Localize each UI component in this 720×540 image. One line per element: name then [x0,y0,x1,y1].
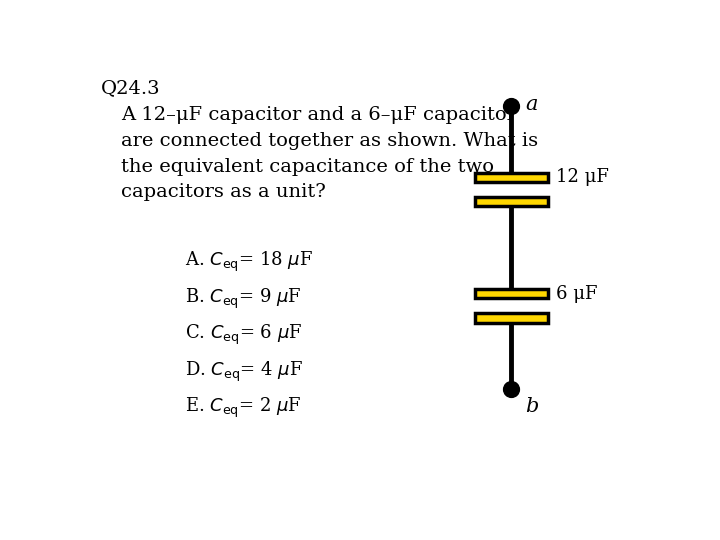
Bar [475,313,547,322]
Text: D. $C_{\rm eq}$= 4 $\mu$F: D. $C_{\rm eq}$= 4 $\mu$F [185,360,302,384]
Text: 6 μF: 6 μF [556,285,598,303]
Bar [475,173,547,182]
Text: Q24.3: Q24.3 [101,79,161,97]
Text: b: b [526,397,539,416]
Text: a: a [526,95,538,114]
Point [505,385,517,394]
Text: B. $C_{\rm eq}$= 9 $\mu$F: B. $C_{\rm eq}$= 9 $\mu$F [185,286,302,310]
Text: A. $C_{\rm eq}$= 18 $\mu$F: A. $C_{\rm eq}$= 18 $\mu$F [185,250,313,274]
Text: E. $C_{\rm eq}$= 2 $\mu$F: E. $C_{\rm eq}$= 2 $\mu$F [185,396,302,421]
Text: 12 μF: 12 μF [556,168,609,186]
Text: C. $C_{\rm eq}$= 6 $\mu$F: C. $C_{\rm eq}$= 6 $\mu$F [185,323,302,347]
Text: A 12–μF capacitor and a 6–μF capacitor
are connected together as shown. What is
: A 12–μF capacitor and a 6–μF capacitor a… [121,106,538,201]
Point [505,102,517,111]
Bar [475,197,547,206]
Bar [475,289,547,299]
